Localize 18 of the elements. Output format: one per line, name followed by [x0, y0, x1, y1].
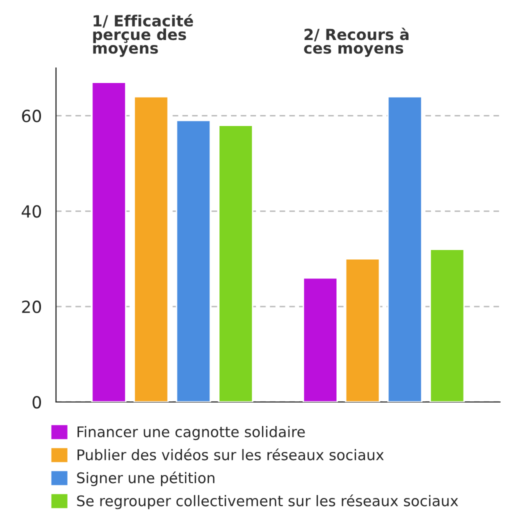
y-tick-label: 0 — [32, 396, 42, 409]
bar — [134, 96, 169, 402]
bar — [387, 96, 422, 402]
bar — [218, 124, 254, 402]
y-tick-label: 60 — [22, 110, 42, 122]
y-tick-label: 40 — [22, 205, 42, 218]
legend-label: Se regrouper collectivement sur les réseaux sociaux — [77, 494, 458, 510]
x-tick-label: 2/ Recours à ces moyens — [304, 28, 409, 57]
legend-label: Publier des vidéos sur les réseaux sociaux — [78, 448, 384, 460]
legend-label: Signer une pétition — [77, 471, 214, 486]
legend-label: Financer une cagnotte solidaire — [78, 426, 305, 440]
y-tick-label: 20 — [22, 300, 42, 314]
bar — [430, 248, 465, 402]
bar — [176, 120, 212, 402]
bar — [302, 277, 338, 402]
x-tick-label: 1/ Efficacité perçue des moyens — [93, 14, 194, 57]
bar — [91, 82, 126, 402]
bar — [344, 258, 380, 402]
